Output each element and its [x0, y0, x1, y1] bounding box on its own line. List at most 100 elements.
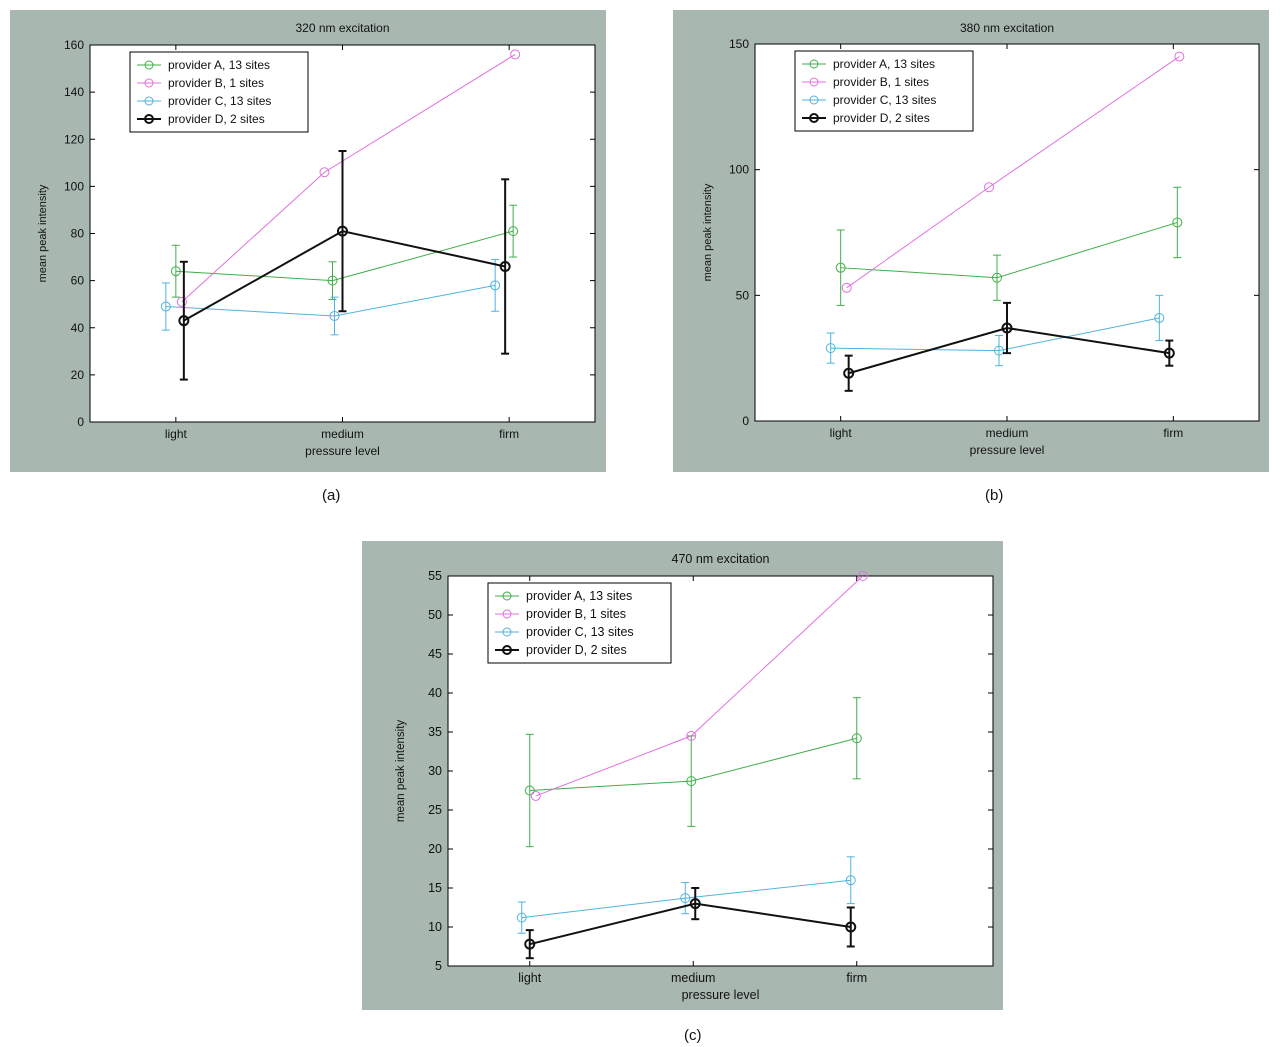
chart-svg-2: 470 nm excitation 5 10 15 20 25 30 35 40 45 50 55 li…	[362, 541, 1003, 1010]
y-tick-label: 50	[736, 288, 750, 302]
data-point	[329, 310, 340, 321]
legend-label: provider C, 13 sites	[526, 625, 634, 639]
y-tick-label: 10	[428, 920, 442, 934]
legend-swatch-marker	[809, 59, 819, 69]
x-tick-label: medium	[321, 427, 364, 441]
legend-label: provider B, 1 sites	[526, 607, 626, 621]
y-tick-label: 0	[77, 415, 84, 429]
data-point	[1154, 312, 1165, 323]
x-tick-label: firm	[846, 971, 867, 985]
data-point	[516, 912, 527, 923]
legend-swatch-marker	[502, 645, 512, 655]
data-point	[530, 790, 541, 801]
data-point	[327, 275, 338, 286]
legend-swatch-marker	[809, 77, 819, 87]
data-point	[994, 345, 1004, 356]
data-point	[845, 875, 856, 886]
data-point	[178, 315, 190, 327]
y-tick-label: 20	[428, 842, 442, 856]
data-point	[843, 367, 855, 379]
x-tick-label: medium	[671, 971, 715, 985]
data-point	[524, 938, 536, 950]
y-tick-label: 15	[428, 881, 442, 895]
y-tick-label: 40	[428, 686, 442, 700]
y-tick-label: 100	[729, 163, 749, 177]
y-tick-label: 120	[64, 132, 84, 146]
legend-label: provider A, 13 sites	[833, 57, 935, 71]
data-point	[841, 282, 852, 293]
x-tick-label: medium	[986, 426, 1029, 440]
y-tick-label: 45	[428, 647, 442, 661]
y-axis-label: mean peak intensity	[37, 184, 49, 282]
y-tick-label: 50	[428, 608, 442, 622]
data-point	[160, 301, 171, 312]
data-point	[490, 280, 501, 291]
data-point	[851, 733, 862, 744]
x-axis-label: pressure level	[970, 443, 1045, 457]
legend-swatch-marker	[502, 627, 512, 637]
data-point	[680, 893, 691, 904]
data-point	[992, 272, 1002, 283]
chart-svg-1: 380 nm excitation 0 50 100 150 light medium fir…	[673, 10, 1269, 472]
y-tick-label: 20	[71, 368, 85, 382]
y-tick-label: 55	[428, 569, 442, 583]
x-tick-label: firm	[1163, 426, 1183, 440]
data-point	[176, 296, 187, 307]
y-tick-label: 100	[64, 179, 84, 193]
legend-swatch-marker	[809, 95, 819, 105]
data-point	[1001, 322, 1013, 334]
data-point	[825, 343, 836, 354]
caption-a: (a)	[322, 487, 341, 504]
y-tick-label: 80	[71, 227, 85, 241]
x-tick-label: firm	[499, 427, 519, 441]
data-point	[319, 167, 330, 178]
y-tick-label: 150	[729, 37, 749, 51]
y-tick-label: 140	[64, 85, 84, 99]
chart-panel-b: 380 nm excitation 0 50 100 150 light medium fir…	[673, 10, 1269, 472]
data-point	[499, 260, 511, 272]
chart-title: 470 nm excitation	[672, 552, 770, 566]
legend-label: provider D, 2 sites	[168, 112, 265, 126]
series-line-2	[181, 53, 516, 303]
legend-label: provider A, 13 sites	[526, 589, 632, 603]
data-point	[686, 730, 697, 741]
legend-swatch-marker	[502, 609, 512, 619]
chart-panel-c: 470 nm excitation 5 10 15 20 25 30 35 40 45 50 55 li…	[362, 541, 1003, 1010]
x-tick-label: light	[830, 426, 853, 440]
legend-label: provider D, 2 sites	[833, 111, 930, 125]
x-axis-label: pressure level	[305, 444, 380, 458]
legend-swatch-marker	[809, 113, 819, 123]
series-line-2	[535, 575, 864, 797]
data-point	[337, 225, 348, 237]
y-tick-label: 35	[428, 725, 442, 739]
y-axis-label: mean peak intensity	[702, 183, 714, 281]
y-tick-label: 160	[64, 38, 84, 52]
x-axis-label: pressure level	[682, 988, 760, 1002]
y-tick-label: 40	[71, 321, 85, 335]
data-point	[1174, 51, 1185, 62]
data-point	[686, 776, 697, 787]
data-point	[857, 571, 868, 581]
legend-swatch-marker	[144, 60, 154, 70]
y-tick-label: 5	[435, 959, 442, 973]
caption-c: (c)	[684, 1027, 702, 1044]
x-tick-label: light	[518, 971, 541, 985]
legend-label: provider B, 1 sites	[833, 75, 929, 89]
data-point	[689, 898, 701, 910]
data-point	[508, 226, 519, 237]
chart-svg-0: 320 nm excitation 0 20 40 60 80 100 120 140 160 li…	[10, 10, 606, 472]
x-tick-label: light	[165, 427, 188, 441]
data-point	[510, 49, 521, 60]
series-line-2	[846, 56, 1180, 289]
chart-title: 320 nm excitation	[295, 21, 389, 35]
y-tick-label: 30	[428, 764, 442, 778]
data-point	[170, 266, 181, 277]
legend-label: provider A, 13 sites	[168, 58, 270, 72]
y-tick-label: 0	[742, 414, 749, 428]
data-point	[1163, 347, 1175, 359]
caption-b: (b)	[985, 487, 1004, 504]
chart-panel-a: 320 nm excitation 0 20 40 60 80 100 120 140 160 li…	[10, 10, 606, 472]
chart-title: 380 nm excitation	[960, 21, 1054, 35]
y-axis-label: mean peak intensity	[395, 720, 407, 823]
legend-label: provider C, 13 sites	[833, 93, 936, 107]
